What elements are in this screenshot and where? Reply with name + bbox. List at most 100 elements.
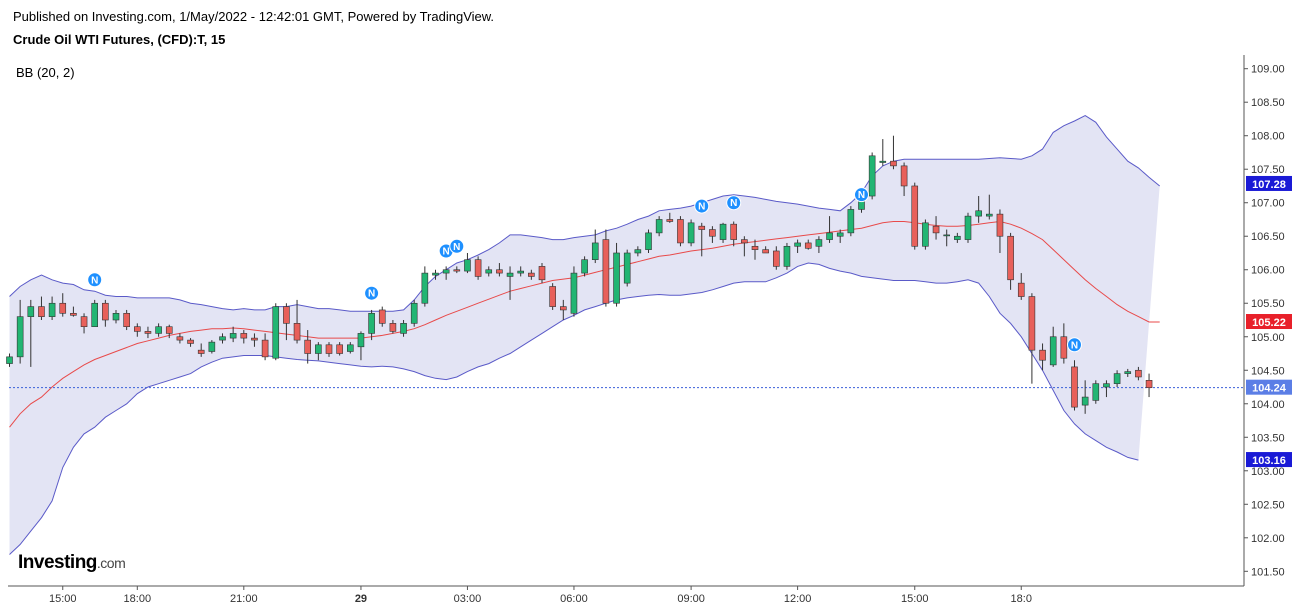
- candle-body: [325, 344, 333, 354]
- candle-body: [229, 333, 237, 339]
- candle-body: [1071, 366, 1078, 408]
- candle-body: [1103, 383, 1110, 388]
- candle-body: [1039, 349, 1046, 361]
- candle-body: [741, 239, 748, 244]
- x-tick-label: 15:00: [901, 593, 929, 605]
- candle-body: [1049, 336, 1057, 366]
- svg-text:N: N: [453, 242, 460, 253]
- candle-body: [900, 165, 908, 187]
- candle-body: [176, 336, 184, 341]
- candle-body: [251, 337, 258, 341]
- candle-body: [815, 239, 823, 247]
- candle-body: [123, 312, 130, 328]
- candle-body: [890, 160, 897, 167]
- chart-title: Crude Oil WTI Futures, (CFD):T, 15: [13, 32, 226, 47]
- candle-body: [581, 259, 588, 274]
- candle-body: [730, 223, 738, 240]
- candle-body: [261, 339, 269, 358]
- x-tick-label: 15:00: [49, 593, 77, 605]
- candle-body: [1135, 369, 1142, 378]
- y-tick-label: 105.50: [1251, 298, 1285, 310]
- y-tick-label: 109.00: [1251, 64, 1285, 76]
- candle-body: [112, 312, 120, 321]
- candle-body: [155, 326, 162, 334]
- candle-body: [528, 272, 535, 277]
- candle-body: [804, 242, 812, 249]
- svg-text:104.24: 104.24: [1252, 383, 1287, 395]
- news-badge: N: [726, 195, 742, 211]
- candle-body: [336, 344, 343, 354]
- candle-body: [964, 215, 972, 240]
- y-tick-label: 102.50: [1251, 499, 1285, 511]
- y-tick-label: 103.50: [1251, 432, 1285, 444]
- svg-text:103.16: 103.16: [1252, 455, 1286, 467]
- price-tag: 104.24: [1246, 379, 1292, 395]
- candle-body: [985, 213, 993, 217]
- x-tick-label: 18:00: [124, 593, 152, 605]
- x-tick-label: 09:00: [677, 593, 705, 605]
- candle-body: [16, 316, 24, 358]
- candle-body: [70, 312, 77, 316]
- candle-body: [432, 272, 439, 276]
- candle-body: [38, 306, 45, 317]
- candle-body: [655, 219, 663, 234]
- candle-body: [634, 249, 642, 254]
- candle-body: [410, 302, 418, 324]
- news-badge: N: [449, 238, 465, 254]
- candle-body: [442, 269, 450, 274]
- candle-body: [954, 235, 961, 240]
- candle-body: [911, 185, 919, 247]
- candle-body: [27, 306, 35, 317]
- candle-body: [1124, 371, 1132, 374]
- candle-body: [91, 302, 98, 328]
- candle-body: [559, 306, 567, 311]
- candle-body: [1113, 373, 1121, 384]
- candle-body: [102, 302, 109, 321]
- y-tick-label: 108.00: [1251, 131, 1285, 143]
- candle-body: [868, 155, 876, 197]
- candle-body: [879, 160, 887, 163]
- candle-body: [1007, 235, 1014, 281]
- svg-text:N: N: [1071, 340, 1078, 351]
- candle-body: [975, 210, 982, 217]
- y-tick-label: 101.50: [1251, 566, 1285, 578]
- news-badge: N: [1067, 337, 1082, 353]
- bb-band-fill: [9, 115, 1160, 555]
- candle-body: [378, 309, 386, 324]
- candle-body: [485, 269, 493, 274]
- candle-body: [283, 306, 290, 324]
- candle-body: [187, 339, 194, 344]
- candle-body: [836, 232, 844, 237]
- candle-body: [272, 306, 280, 359]
- candle-body: [400, 323, 407, 334]
- candle-body: [59, 302, 67, 314]
- candle-body: [144, 331, 152, 334]
- candle-body: [922, 222, 929, 247]
- candle-body: [719, 223, 727, 240]
- svg-text:107.28: 107.28: [1252, 179, 1286, 191]
- candle-body: [1081, 396, 1089, 406]
- x-tick-label: 29: [355, 593, 367, 605]
- candle-body: [240, 333, 248, 339]
- candle-body: [6, 356, 13, 364]
- svg-text:N: N: [368, 289, 375, 300]
- y-tick-label: 104.00: [1251, 399, 1285, 411]
- y-tick-label: 105.00: [1251, 332, 1285, 344]
- candle-body: [783, 245, 791, 267]
- price-tag: 107.28: [1246, 175, 1292, 191]
- news-badge: N: [854, 187, 869, 203]
- candle-body: [134, 326, 141, 332]
- y-tick-label: 106.50: [1251, 231, 1285, 243]
- x-tick-label: 21:00: [230, 593, 258, 605]
- candle-body: [847, 209, 855, 234]
- candle-body: [698, 225, 706, 230]
- candle-body: [315, 344, 322, 354]
- candle-body: [1017, 282, 1025, 297]
- candle-body: [826, 232, 833, 240]
- candle-body: [613, 252, 620, 304]
- candle-body: [421, 272, 429, 304]
- candle-body: [645, 232, 652, 250]
- indicator-label[interactable]: BB (20, 2): [16, 65, 75, 80]
- candle-body: [1060, 336, 1068, 359]
